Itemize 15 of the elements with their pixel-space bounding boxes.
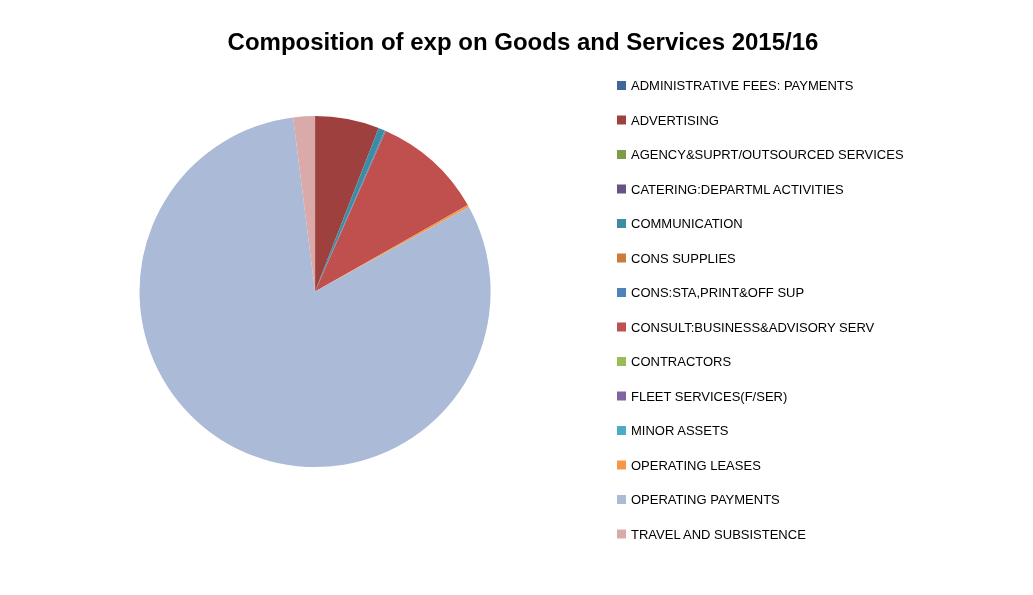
chart-title: Composition of exp on Goods and Services 2015/16 (227, 27, 819, 55)
legend-label: ADMINISTRATIVE FEES: PAYMENTS (631, 78, 854, 93)
legend-label: CONSULT:BUSINESS&ADVISORY SERV (631, 319, 875, 335)
legend-label: COMMUNICATION (631, 216, 743, 231)
legend-label: FLEET SERVICES(F/SER) (631, 388, 788, 404)
legend-label: CONS SUPPLIES (631, 250, 737, 266)
legend-label: OPERATING PAYMENTS (631, 492, 781, 507)
legend-label: AGENCY&SUPRT/OUTSOURCED SERVICES (631, 147, 904, 162)
legend-label: CATERING:DEPARTML ACTIVITIES (631, 181, 844, 197)
legend-label: CONTRACTORS (631, 354, 732, 369)
legend-label: OPERATING LEASES (631, 457, 762, 473)
legend-label: TRAVEL AND SUBSISTENCE (631, 526, 807, 542)
legend-label: ADVERTISING (631, 112, 719, 128)
legend-label: CONS:STA,PRINT&OFF SUP (631, 285, 805, 300)
legend-label: MINOR ASSETS (631, 423, 729, 438)
